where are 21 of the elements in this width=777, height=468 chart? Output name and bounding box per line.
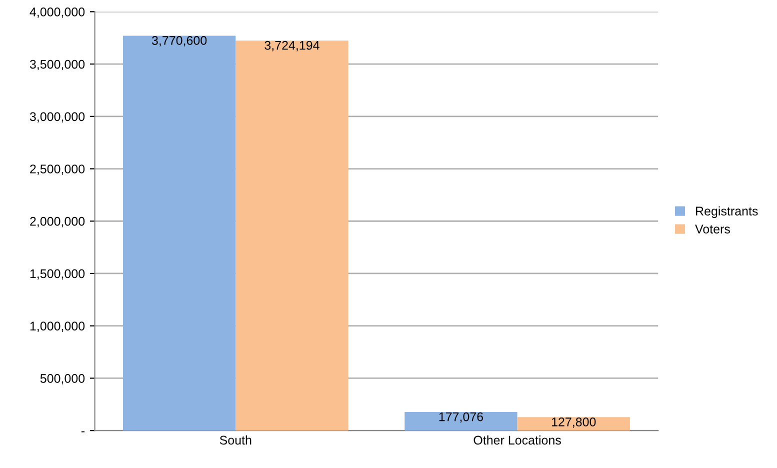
legend-label: Registrants [696, 206, 758, 218]
y-tick-label: - [81, 431, 85, 432]
y-tick-label: 1,500,000 [30, 269, 85, 280]
bar [122, 36, 236, 431]
data-label: 177,076 [439, 412, 483, 423]
x-tick-label: Other Locations [474, 435, 561, 445]
data-label: 127,800 [552, 418, 596, 428]
bar [517, 417, 630, 431]
data-label: 3,770,600 [152, 36, 207, 46]
y-tick-label: 3,000,000 [30, 112, 85, 123]
x-tick-label: South [220, 435, 252, 445]
bar [236, 40, 348, 431]
y-tick-label: 1,000,000 [30, 322, 85, 332]
y-tick-label: 4,000,000 [30, 8, 85, 18]
y-tick-label: 3,500,000 [30, 60, 85, 70]
y-tick-label: 2,500,000 [30, 164, 85, 175]
y-tick-label: 500,000 [40, 374, 85, 384]
legend-label: Voters [695, 224, 730, 234]
bar [404, 412, 518, 431]
data-label: 3,724,194 [264, 40, 320, 52]
y-tick-label: 2,000,000 [30, 216, 85, 228]
